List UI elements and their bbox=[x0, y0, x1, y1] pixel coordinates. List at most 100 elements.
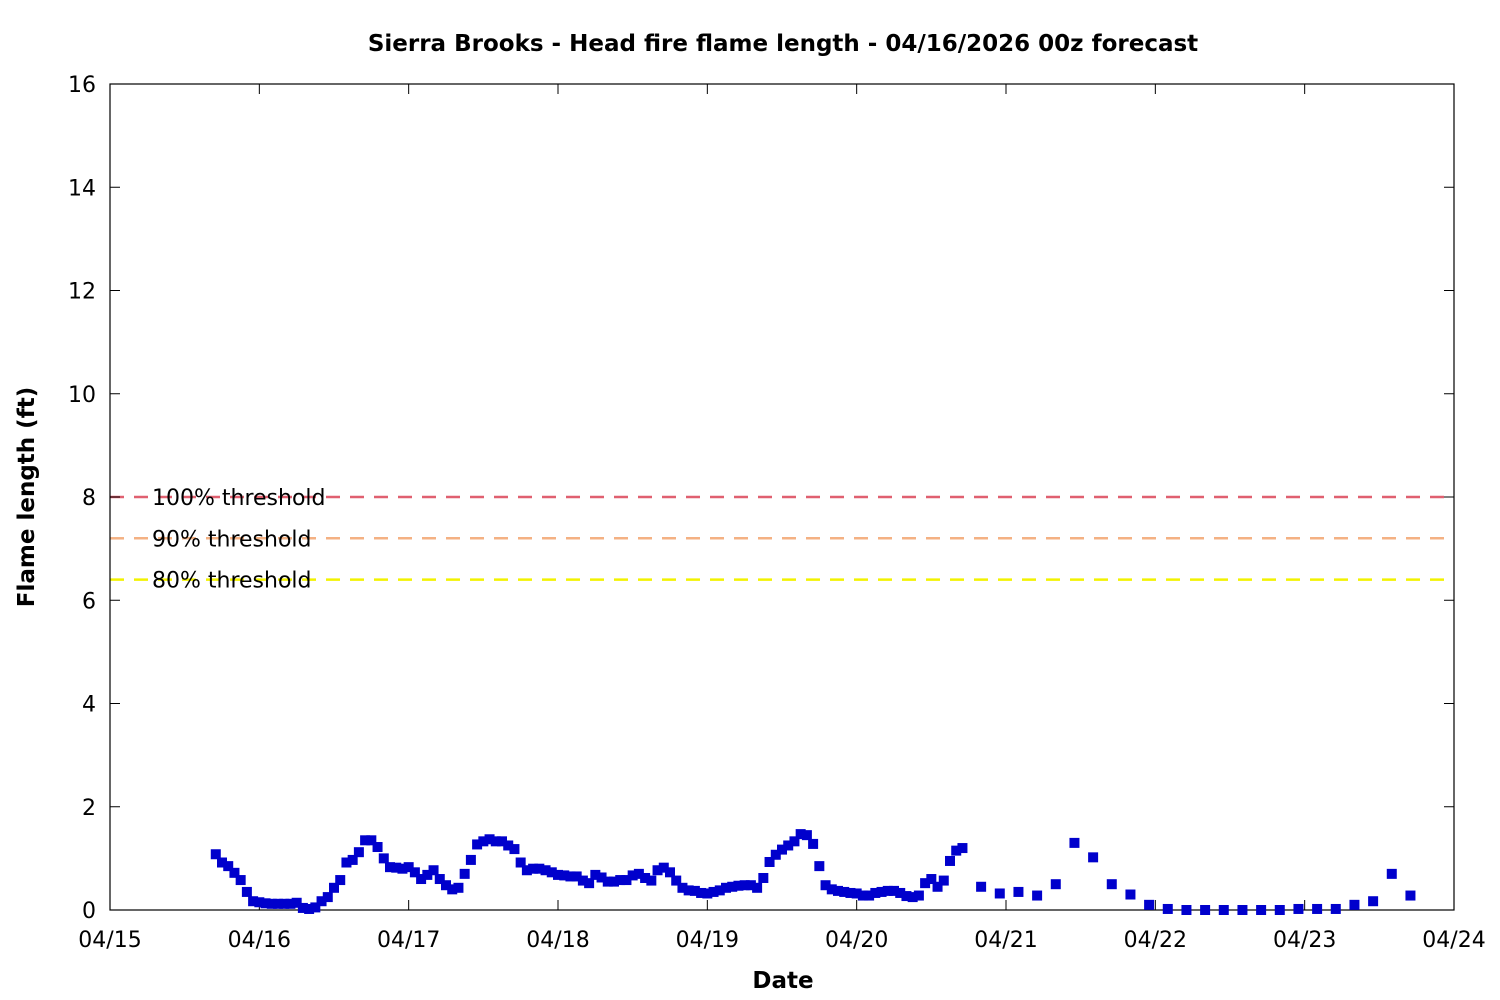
data-point bbox=[497, 836, 507, 847]
data-point bbox=[565, 871, 576, 882]
data-point bbox=[1144, 899, 1155, 910]
data-point bbox=[671, 875, 682, 886]
data-point bbox=[745, 880, 756, 891]
data-point bbox=[864, 890, 875, 901]
data-point bbox=[1200, 905, 1211, 915]
data-point bbox=[403, 862, 414, 873]
data-point bbox=[1274, 905, 1285, 915]
data-point bbox=[534, 863, 545, 874]
x-tick-label: 04/23 bbox=[1273, 928, 1336, 953]
data-point bbox=[1106, 879, 1117, 890]
data-point bbox=[714, 885, 725, 896]
data-point bbox=[360, 835, 371, 846]
data-point bbox=[808, 838, 819, 849]
data-point bbox=[789, 836, 800, 847]
data-point bbox=[920, 878, 931, 889]
data-point bbox=[938, 875, 949, 886]
data-point bbox=[235, 875, 246, 886]
x-tick-label: 04/18 bbox=[526, 928, 589, 953]
data-point bbox=[882, 885, 893, 896]
data-point bbox=[478, 836, 489, 847]
data-point bbox=[366, 835, 377, 846]
data-points bbox=[210, 829, 1416, 915]
data-point bbox=[341, 857, 352, 868]
data-point bbox=[870, 887, 881, 898]
data-point bbox=[770, 849, 781, 860]
data-point bbox=[210, 849, 221, 860]
data-point bbox=[926, 874, 937, 885]
data-point bbox=[1069, 837, 1080, 848]
y-tick-label: 10 bbox=[68, 383, 96, 408]
data-point bbox=[652, 865, 663, 876]
data-point bbox=[702, 888, 713, 899]
data-point bbox=[441, 880, 451, 891]
data-point bbox=[353, 847, 364, 858]
data-point bbox=[248, 896, 259, 907]
data-point bbox=[1312, 903, 1323, 914]
data-point bbox=[777, 844, 787, 855]
data-point bbox=[453, 882, 464, 893]
data-point bbox=[1237, 905, 1248, 915]
data-point bbox=[951, 845, 962, 856]
data-point bbox=[689, 885, 700, 896]
y-tick-label: 12 bbox=[68, 280, 96, 305]
data-point bbox=[1013, 886, 1024, 897]
y-tick-label: 2 bbox=[82, 796, 96, 821]
data-point bbox=[1181, 905, 1192, 915]
data-point bbox=[254, 897, 265, 908]
data-point bbox=[503, 840, 514, 851]
data-point bbox=[646, 875, 657, 886]
data-point bbox=[1293, 903, 1304, 914]
data-point bbox=[764, 856, 775, 867]
data-point bbox=[739, 880, 750, 891]
data-point bbox=[279, 898, 290, 909]
data-point bbox=[490, 836, 501, 847]
data-point bbox=[820, 880, 831, 891]
x-tick-label: 04/19 bbox=[676, 928, 739, 953]
data-point bbox=[335, 875, 346, 886]
data-point bbox=[932, 881, 943, 892]
data-point bbox=[839, 886, 850, 897]
data-point bbox=[509, 844, 520, 855]
data-point bbox=[627, 870, 638, 881]
data-point bbox=[727, 881, 738, 892]
data-point bbox=[814, 861, 825, 872]
data-point bbox=[310, 902, 321, 913]
data-point bbox=[329, 882, 339, 893]
data-point bbox=[409, 867, 420, 878]
data-point bbox=[385, 862, 395, 873]
data-point bbox=[484, 834, 495, 845]
data-point bbox=[447, 884, 458, 895]
y-tick-label: 0 bbox=[82, 899, 96, 924]
data-point bbox=[621, 875, 632, 886]
x-tick-label: 04/21 bbox=[974, 928, 1037, 953]
data-point bbox=[783, 840, 794, 851]
data-point bbox=[273, 898, 283, 909]
legend-label-0: 100% threshold bbox=[152, 486, 326, 511]
data-point bbox=[472, 839, 483, 850]
data-point bbox=[391, 862, 402, 873]
data-point bbox=[976, 881, 987, 892]
data-point bbox=[422, 869, 433, 880]
data-point bbox=[229, 867, 240, 878]
data-point bbox=[459, 868, 470, 879]
data-point bbox=[378, 853, 389, 864]
x-tick-label: 04/24 bbox=[1422, 928, 1485, 953]
data-point bbox=[241, 886, 252, 897]
data-point bbox=[397, 863, 408, 874]
data-point bbox=[658, 862, 669, 873]
data-point bbox=[615, 875, 626, 886]
data-point bbox=[465, 854, 476, 865]
chart-title: Sierra Brooks - Head fire flame length -… bbox=[368, 31, 1198, 57]
x-axis-label: Date bbox=[752, 968, 813, 994]
threshold-lines bbox=[110, 495, 1454, 581]
data-point bbox=[571, 871, 582, 882]
data-point bbox=[322, 892, 333, 903]
data-point bbox=[372, 842, 383, 853]
data-point bbox=[347, 854, 358, 865]
data-point bbox=[553, 869, 563, 880]
x-tick-label: 04/16 bbox=[228, 928, 291, 953]
data-point bbox=[1218, 905, 1229, 915]
data-point bbox=[696, 887, 707, 898]
data-point bbox=[945, 855, 955, 866]
